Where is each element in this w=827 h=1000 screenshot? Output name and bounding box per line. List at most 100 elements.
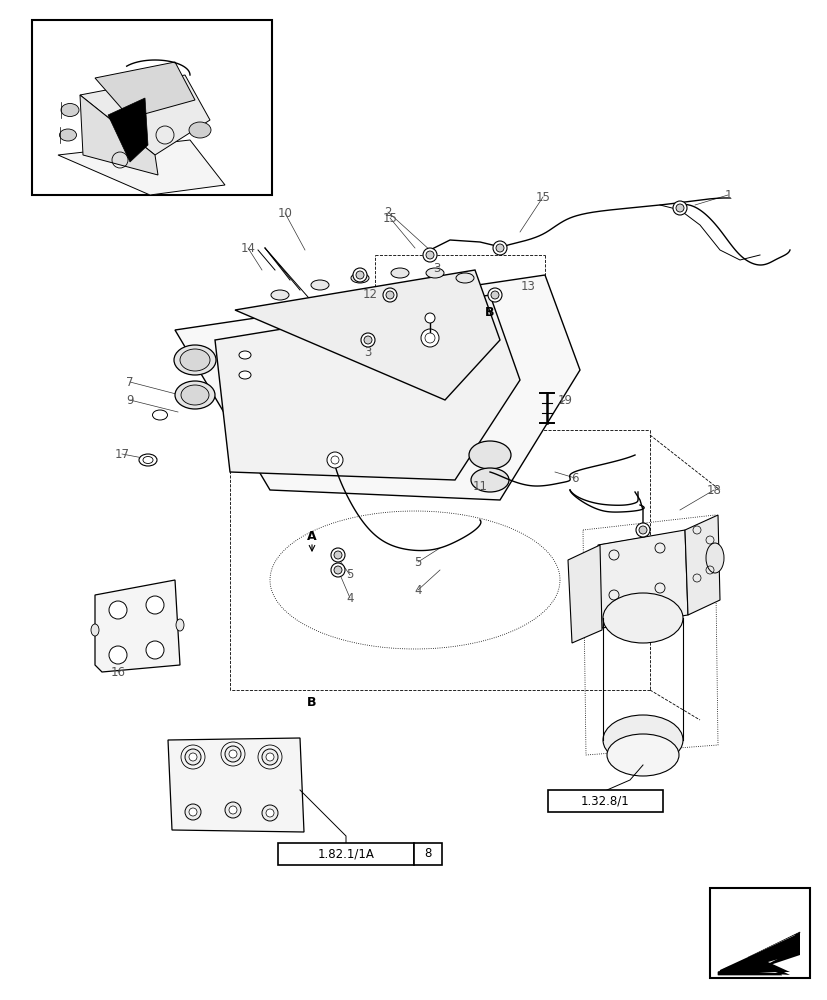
Circle shape <box>229 750 237 758</box>
Text: 2: 2 <box>384 206 391 219</box>
Text: 13: 13 <box>520 280 535 294</box>
Circle shape <box>487 288 501 302</box>
Circle shape <box>383 288 396 302</box>
Circle shape <box>492 241 506 255</box>
Polygon shape <box>58 140 225 195</box>
Circle shape <box>261 805 278 821</box>
Circle shape <box>331 548 345 562</box>
Ellipse shape <box>606 734 678 776</box>
Polygon shape <box>108 98 148 162</box>
Circle shape <box>109 646 127 664</box>
Polygon shape <box>174 275 579 500</box>
Ellipse shape <box>174 381 215 409</box>
Ellipse shape <box>468 441 510 469</box>
Text: 1: 1 <box>724 189 731 202</box>
Circle shape <box>333 551 342 559</box>
Circle shape <box>495 244 504 252</box>
Circle shape <box>424 333 434 343</box>
Polygon shape <box>80 75 210 155</box>
Circle shape <box>635 523 649 537</box>
Circle shape <box>261 749 278 765</box>
Circle shape <box>361 333 375 347</box>
Text: 5: 5 <box>346 568 353 582</box>
Ellipse shape <box>176 619 184 631</box>
Text: B: B <box>307 696 317 708</box>
Circle shape <box>423 248 437 262</box>
Bar <box>32 20 272 195</box>
Text: 5: 5 <box>414 556 421 568</box>
Text: 15: 15 <box>535 191 550 204</box>
Circle shape <box>364 336 371 344</box>
Text: 11: 11 <box>472 481 487 493</box>
Ellipse shape <box>239 371 251 379</box>
Text: 19: 19 <box>557 393 571 406</box>
Circle shape <box>327 452 342 468</box>
Ellipse shape <box>456 273 473 283</box>
Ellipse shape <box>179 349 210 371</box>
Ellipse shape <box>189 122 211 138</box>
Text: B: B <box>485 306 495 318</box>
Text: 1.82.1/1A: 1.82.1/1A <box>318 847 374 860</box>
Circle shape <box>331 456 338 464</box>
Polygon shape <box>721 935 799 975</box>
Ellipse shape <box>181 385 208 405</box>
Text: A: A <box>307 530 317 544</box>
Polygon shape <box>720 935 794 973</box>
Circle shape <box>146 596 164 614</box>
Text: 8: 8 <box>423 847 431 860</box>
Circle shape <box>229 806 237 814</box>
Circle shape <box>385 291 394 299</box>
Polygon shape <box>600 530 709 600</box>
Circle shape <box>333 566 342 574</box>
Ellipse shape <box>471 468 509 492</box>
Circle shape <box>146 641 164 659</box>
Text: 4: 4 <box>414 584 421 596</box>
Ellipse shape <box>351 273 369 283</box>
Text: 6: 6 <box>571 472 578 485</box>
Text: 1.32.8/1: 1.32.8/1 <box>581 794 629 807</box>
Circle shape <box>675 204 683 212</box>
Text: 14: 14 <box>240 241 256 254</box>
Polygon shape <box>215 295 519 480</box>
Text: 4: 4 <box>346 591 353 604</box>
Circle shape <box>184 749 201 765</box>
Circle shape <box>424 313 434 323</box>
Circle shape <box>672 201 686 215</box>
Ellipse shape <box>239 351 251 359</box>
Text: 16: 16 <box>110 666 126 678</box>
Polygon shape <box>684 515 719 615</box>
Ellipse shape <box>390 268 409 278</box>
Bar <box>547 790 662 812</box>
Circle shape <box>184 804 201 820</box>
Ellipse shape <box>425 268 443 278</box>
Circle shape <box>638 526 646 534</box>
Circle shape <box>225 746 241 762</box>
Circle shape <box>420 329 438 347</box>
Polygon shape <box>95 62 195 118</box>
Circle shape <box>331 563 345 577</box>
Text: 12: 12 <box>362 288 377 302</box>
Ellipse shape <box>174 345 216 375</box>
Circle shape <box>490 291 499 299</box>
Circle shape <box>189 808 197 816</box>
Polygon shape <box>597 530 687 628</box>
Bar <box>709 888 809 978</box>
Ellipse shape <box>705 543 723 573</box>
Ellipse shape <box>270 290 289 300</box>
Polygon shape <box>168 738 304 832</box>
Circle shape <box>352 268 366 282</box>
Polygon shape <box>567 545 601 643</box>
Bar <box>278 843 414 865</box>
Text: 15: 15 <box>382 212 397 225</box>
Circle shape <box>189 753 197 761</box>
Text: 9: 9 <box>126 393 134 406</box>
Circle shape <box>225 802 241 818</box>
Polygon shape <box>95 580 179 672</box>
Ellipse shape <box>61 104 79 117</box>
Text: 17: 17 <box>114 448 129 460</box>
Ellipse shape <box>60 129 76 141</box>
Bar <box>414 843 442 865</box>
Ellipse shape <box>311 280 328 290</box>
Circle shape <box>265 753 274 761</box>
Circle shape <box>425 251 433 259</box>
